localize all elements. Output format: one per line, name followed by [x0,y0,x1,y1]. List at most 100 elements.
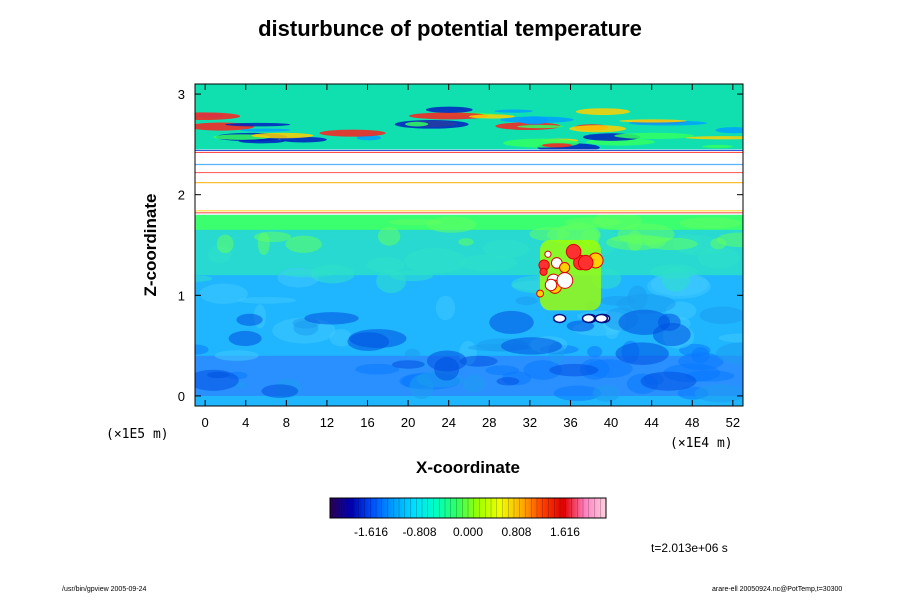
x-tick-label: 36 [563,415,577,430]
x-tick-label: 12 [320,415,334,430]
turbulence-blob [661,267,690,292]
turbulence-blob [697,246,740,269]
turbulence-blob [207,371,230,379]
turbulence-blob [459,355,498,367]
upper-streak [225,122,291,127]
turbulence-blob [523,360,562,380]
turbulence-blob [391,360,425,369]
turbulence-blob [553,385,602,401]
upper-streak [408,112,488,120]
upper-streak [425,106,473,113]
colorbar-tick-label: 0.808 [501,525,531,539]
turbulence-blob [592,211,642,230]
x-tick-label: 8 [283,415,290,430]
turbulence-blob [195,275,213,282]
turbulence-blob [459,254,518,272]
upper-streak [685,136,743,140]
upper-streak [468,114,515,119]
turbulence-blob [496,377,520,386]
turbulence-blob [615,342,669,365]
cold-pool [594,313,609,324]
upper-streak [569,125,627,133]
turbulence-blob [489,310,534,334]
turbulence-blob [355,363,400,375]
upper-streak [494,109,533,113]
cold-pool [552,313,567,324]
turbulence-blob [716,232,743,248]
turbulence-blob [549,363,599,377]
turbulence-blob [515,296,538,306]
upper-streak [405,121,429,127]
turbulence-blob [679,217,742,229]
turbulence-blob [685,370,735,382]
turbulence-blob [699,306,743,325]
turbulence-blob [293,320,319,336]
footer-command: /usr/bin/gpview 2005-09-24 [62,586,147,593]
turbulence-blob [236,313,263,326]
turbulence-blob [587,346,603,358]
turbulence-blob [679,343,711,357]
upper-streak [614,132,695,139]
upper-streak [251,132,314,139]
turbulence-blob [228,330,262,347]
cell-core [536,289,545,298]
upper-streak [519,116,549,125]
upper-streak [195,112,241,121]
x-tick-label: 44 [644,415,658,430]
upper-streak [319,129,386,137]
upper-streak [280,136,327,143]
plot-frame [194,83,744,407]
x-tick-label: 52 [726,415,740,430]
x-axis-label: X-coordinate [416,458,520,477]
x-tick-label: 24 [441,415,455,430]
turbulence-blob [592,384,621,402]
turbulence-blob [627,230,643,251]
turbulence-blob [404,348,421,360]
x-scale-label: (×1E4 m) [670,436,733,451]
colorbar-tick-label: -1.616 [354,525,388,539]
turbulence-blob [694,384,743,403]
x-tick-label: 20 [401,415,415,430]
upper-streak [702,144,734,149]
cold-pool [581,313,596,324]
turbulence-blob [237,296,296,304]
cell-core [565,243,582,260]
turbulence-blob [718,333,743,343]
upper-streak [517,124,564,129]
y-axis-label: Z-coordinate [141,193,160,297]
turbulence-blob [640,371,697,391]
turbulence-blob [216,234,234,254]
upper-streak [715,127,743,134]
turbulence-blob [388,219,443,226]
upper-streak [619,119,687,123]
cell-core [539,267,548,276]
y-tick-label: 2 [178,188,185,203]
turbulence-blob [584,359,633,378]
y-scale-label: (×1E5 m) [106,427,169,442]
upper-streak [240,128,291,132]
turbulence-blob [404,247,466,274]
turbulence-blob [645,237,698,251]
y-tick-label: 0 [178,389,185,404]
turbulence-blob [349,329,407,348]
x-tick-label: 32 [523,415,537,430]
turbulence-blob [329,329,353,347]
cell-core [559,262,571,274]
turbulence-blob [435,295,456,321]
turbulence-blob [257,232,270,256]
turbulence-blob [716,342,743,365]
time-label: t=2.013e+06 s [651,541,728,555]
y-tick-label: 1 [178,288,185,303]
footer-source: arare-ell 20050924.nc@PotTemp,t=30300 [712,586,843,593]
turbulence-blob [426,350,467,372]
turbulence-blob [482,239,530,259]
turbulence-blob [366,256,405,273]
x-tick-label: 48 [685,415,699,430]
turbulence-blob [657,313,681,331]
turbulence-blob [426,216,477,233]
turbulence-blob [409,374,434,399]
cell-core [556,272,574,289]
colorbar-tick-label: -0.808 [403,525,437,539]
cell-core [577,254,594,271]
